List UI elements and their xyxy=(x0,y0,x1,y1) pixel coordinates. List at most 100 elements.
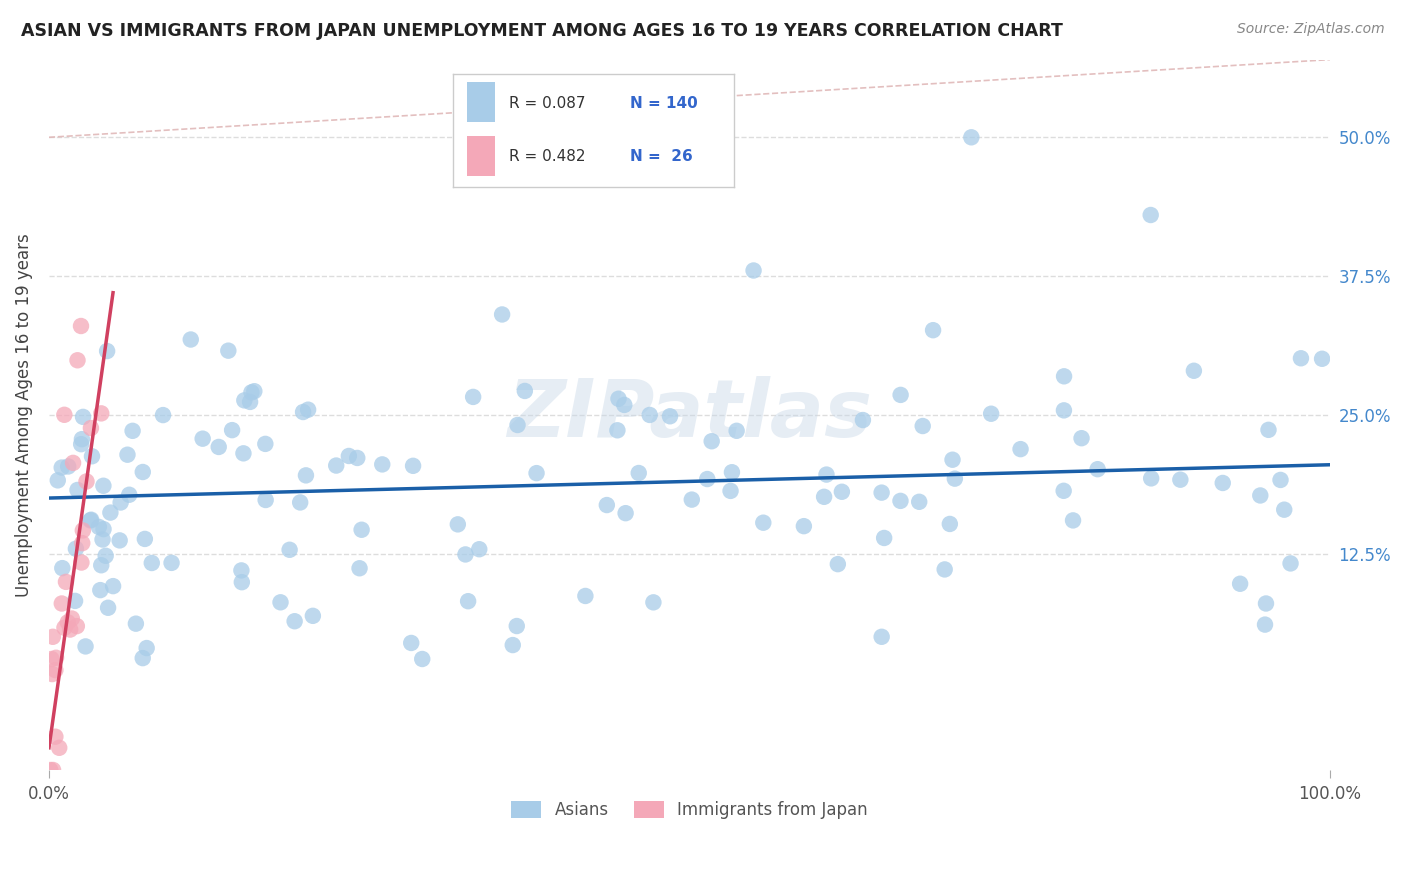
Point xyxy=(1272,502,1295,516)
Point xyxy=(89,583,111,598)
Point xyxy=(943,472,966,486)
Point xyxy=(721,465,744,479)
Point xyxy=(447,517,470,532)
Point xyxy=(934,562,956,576)
Point xyxy=(46,474,69,488)
Point xyxy=(70,318,93,333)
Point xyxy=(506,619,529,633)
Point xyxy=(292,405,315,419)
Point xyxy=(295,468,318,483)
Point xyxy=(922,323,945,337)
Point xyxy=(873,531,896,545)
Point xyxy=(1140,471,1163,485)
Point xyxy=(160,556,183,570)
Point xyxy=(752,516,775,530)
Point xyxy=(91,533,114,547)
Point xyxy=(180,333,202,347)
Point xyxy=(96,344,118,359)
Y-axis label: Unemployment Among Ages 16 to 19 years: Unemployment Among Ages 16 to 19 years xyxy=(15,233,32,597)
Point xyxy=(290,495,312,509)
Legend: Asians, Immigrants from Japan: Asians, Immigrants from Japan xyxy=(505,794,875,826)
Point xyxy=(337,449,360,463)
Point xyxy=(72,409,94,424)
Point xyxy=(297,402,319,417)
Point xyxy=(53,408,76,422)
Point xyxy=(55,574,77,589)
Point xyxy=(596,498,619,512)
Point xyxy=(606,423,628,437)
Point xyxy=(402,458,425,473)
Point xyxy=(41,667,63,681)
Point xyxy=(232,446,254,460)
Point xyxy=(80,449,103,463)
Point xyxy=(231,575,253,590)
Point xyxy=(93,522,115,536)
Point xyxy=(70,556,93,570)
Point xyxy=(65,541,87,556)
Point xyxy=(742,263,765,277)
Point xyxy=(239,395,262,409)
Point xyxy=(66,483,89,497)
Point xyxy=(1182,364,1205,378)
Point xyxy=(75,640,97,654)
Point xyxy=(90,406,112,420)
Point xyxy=(70,536,93,550)
Point xyxy=(231,563,253,577)
Point xyxy=(41,652,63,666)
Point xyxy=(240,385,263,400)
Point xyxy=(76,475,98,489)
Point xyxy=(506,417,529,432)
Point xyxy=(349,561,371,575)
Point xyxy=(960,130,983,145)
Point xyxy=(468,542,491,557)
Point xyxy=(233,393,256,408)
Point xyxy=(66,619,89,633)
Point xyxy=(141,556,163,570)
Point xyxy=(53,621,76,635)
Point xyxy=(134,532,156,546)
Point xyxy=(1310,351,1333,366)
Point xyxy=(100,506,122,520)
Point xyxy=(1254,617,1277,632)
Point xyxy=(939,516,962,531)
Point xyxy=(44,730,66,744)
Point xyxy=(980,407,1002,421)
Point xyxy=(911,419,934,434)
Point xyxy=(1212,475,1234,490)
Point xyxy=(62,456,84,470)
Point xyxy=(659,409,682,424)
Point xyxy=(284,614,307,628)
Point xyxy=(97,600,120,615)
Point xyxy=(254,437,277,451)
Point xyxy=(1254,597,1277,611)
Point xyxy=(1010,442,1032,457)
Point xyxy=(56,459,79,474)
Point xyxy=(121,424,143,438)
Point xyxy=(101,579,124,593)
Point xyxy=(221,423,243,437)
Point xyxy=(152,408,174,422)
Point xyxy=(638,408,661,422)
Point xyxy=(696,472,718,486)
Point xyxy=(44,663,66,677)
Point xyxy=(1229,576,1251,591)
Point xyxy=(243,384,266,399)
Point xyxy=(813,490,835,504)
Text: Source: ZipAtlas.com: Source: ZipAtlas.com xyxy=(1237,22,1385,37)
Point xyxy=(513,384,536,398)
Point xyxy=(1087,462,1109,476)
Point xyxy=(302,608,325,623)
Point xyxy=(1062,513,1084,527)
Point xyxy=(700,434,723,449)
Point xyxy=(463,390,485,404)
Point xyxy=(890,388,912,402)
Point xyxy=(135,641,157,656)
Text: ZIPatlas: ZIPatlas xyxy=(508,376,872,454)
Point xyxy=(51,597,73,611)
Point xyxy=(132,651,155,665)
Point xyxy=(80,513,103,527)
Point xyxy=(325,458,347,473)
Point xyxy=(1170,473,1192,487)
Point xyxy=(108,533,131,548)
Point xyxy=(118,488,141,502)
